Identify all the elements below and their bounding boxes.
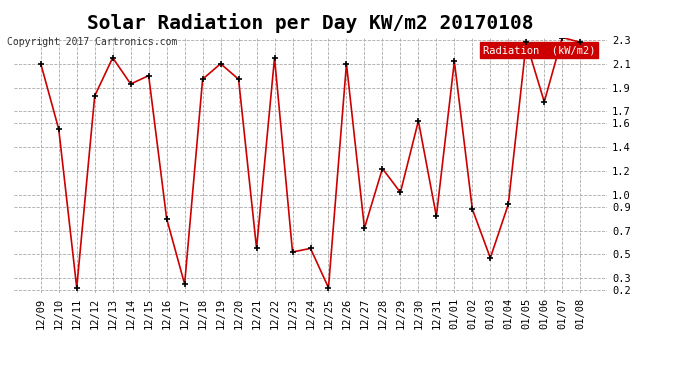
Text: Radiation  (kW/m2): Radiation (kW/m2) <box>483 45 595 55</box>
Title: Solar Radiation per Day KW/m2 20170108: Solar Radiation per Day KW/m2 20170108 <box>87 13 534 33</box>
Text: Copyright 2017 Cartronics.com: Copyright 2017 Cartronics.com <box>7 37 177 47</box>
